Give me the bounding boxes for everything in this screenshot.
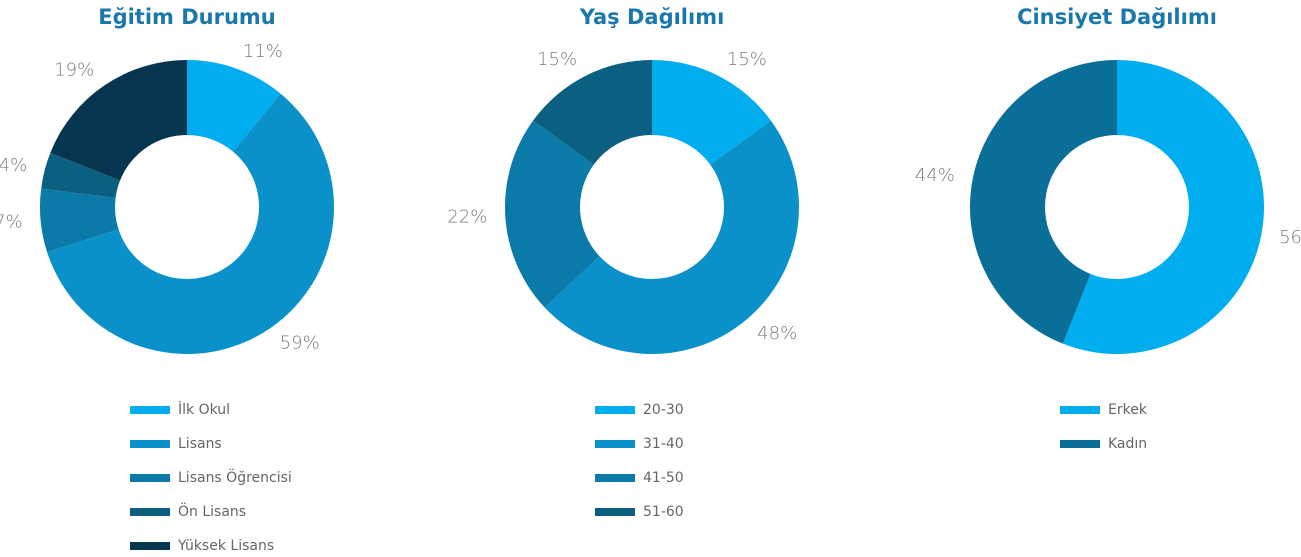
donut-slice	[652, 60, 771, 165]
data-label: 11%	[243, 41, 283, 62]
chart-title: Eğitim Durumu	[98, 5, 276, 29]
legend-label: Yüksek Lisans	[177, 538, 274, 554]
legend-swatch	[595, 474, 635, 482]
legend-swatch	[595, 508, 635, 516]
legend-swatch	[1060, 406, 1100, 414]
donut-slice	[970, 60, 1117, 344]
legend-label: 51-60	[643, 504, 684, 520]
donut-slice	[533, 60, 652, 165]
data-label: 48%	[757, 323, 797, 344]
data-label: 56%	[1279, 227, 1301, 248]
legend-label: 20-30	[643, 402, 684, 418]
legend-label: Lisans	[178, 436, 222, 452]
legend-label: Kadın	[1108, 436, 1147, 452]
legend-label: 31-40	[643, 436, 684, 452]
donut-slice	[41, 152, 121, 198]
donut-slice	[544, 120, 799, 354]
legend-label: Ön Lisans	[178, 502, 246, 520]
legend-label: Lisans Öğrencisi	[178, 468, 292, 486]
data-label: 4%	[0, 155, 27, 176]
chart-title: Yaş Dağılımı	[579, 5, 725, 29]
donut-slice	[504, 120, 600, 308]
donut-slice	[47, 93, 334, 355]
data-label: 22%	[447, 206, 487, 227]
donut-slice	[187, 60, 281, 152]
donut-slice	[1062, 60, 1264, 355]
data-label: 59%	[280, 332, 320, 353]
legend-swatch	[595, 440, 635, 448]
legend-swatch	[130, 474, 170, 482]
legend-swatch	[130, 508, 170, 516]
data-label: 15%	[537, 49, 577, 70]
legend-swatch	[595, 406, 635, 414]
data-label: 15%	[727, 49, 767, 70]
donut-slice	[50, 60, 187, 181]
data-label: 19%	[54, 60, 94, 81]
legend-label: Erkek	[1108, 402, 1148, 418]
legend-label: İlk Okul	[178, 400, 230, 418]
chart-title: Cinsiyet Dağılımı	[1017, 5, 1217, 29]
data-label: 44%	[915, 165, 955, 186]
legend-swatch	[130, 542, 170, 550]
legend-swatch	[130, 440, 170, 448]
legend-swatch	[130, 406, 170, 414]
legend-swatch	[1060, 440, 1100, 448]
donut-slice	[40, 188, 119, 253]
legend-label: 41-50	[643, 470, 684, 486]
data-label: 7%	[0, 212, 23, 233]
